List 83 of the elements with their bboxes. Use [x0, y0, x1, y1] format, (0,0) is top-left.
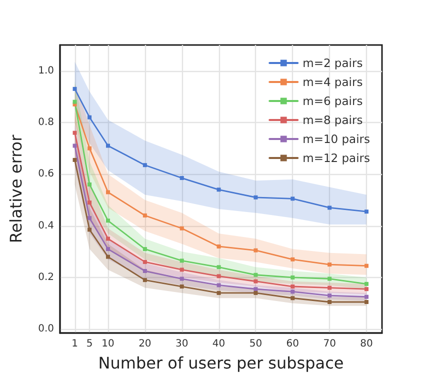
point: [72, 100, 77, 104]
point: [254, 272, 258, 277]
x-tick-label: 70: [323, 338, 336, 350]
point: [254, 195, 258, 200]
point: [290, 275, 295, 280]
point: [216, 290, 221, 295]
point: [290, 196, 295, 201]
point: [88, 115, 92, 120]
y-tick-label: 0.2: [38, 272, 54, 283]
point: [88, 228, 92, 232]
point: [364, 282, 368, 286]
x-tick-label: 10: [102, 338, 114, 350]
point: [364, 210, 368, 214]
point: [180, 268, 184, 272]
point: [216, 244, 221, 248]
y-tick-label: 0.6: [38, 168, 54, 180]
point: [88, 216, 92, 220]
point: [72, 130, 77, 135]
point: [290, 290, 295, 294]
x-tick-label: 60: [286, 338, 300, 350]
point: [328, 276, 332, 281]
legend-label: m=6 pairs: [302, 94, 363, 108]
point: [254, 290, 258, 295]
x-tick-label: 1: [72, 338, 78, 350]
point: [72, 158, 77, 162]
x-tick-label: 30: [175, 338, 188, 350]
point: [216, 265, 221, 270]
point: [364, 300, 368, 304]
x-tick-label: 40: [212, 338, 226, 350]
legend-label: m=2 pairs: [302, 56, 363, 70]
point: [364, 294, 368, 299]
x-tick-label: 80: [360, 338, 373, 350]
point: [328, 206, 332, 210]
point: [142, 260, 147, 264]
point: [180, 176, 184, 180]
point: [106, 247, 110, 252]
point: [106, 236, 110, 241]
point: [142, 278, 147, 282]
point: [88, 200, 92, 205]
y-tick-label: 1.0: [38, 65, 54, 76]
point: [328, 294, 332, 298]
y-tick-label: 0.4: [38, 220, 54, 232]
x-tick-label: 5: [86, 338, 93, 350]
point: [328, 286, 332, 290]
point: [364, 287, 368, 292]
point: [72, 144, 77, 148]
point: [290, 257, 295, 262]
point: [254, 279, 258, 284]
point: [106, 144, 110, 148]
point: [106, 218, 110, 223]
y-tick-label: 0.0: [38, 324, 54, 335]
x-axis-title: Number of users per subspace: [98, 354, 344, 372]
point: [216, 274, 221, 278]
y-tick-label: 0.8: [38, 116, 54, 128]
point: [328, 300, 332, 304]
point: [290, 296, 295, 300]
point: [180, 226, 184, 230]
point: [88, 146, 92, 150]
point: [328, 262, 332, 267]
point: [72, 86, 77, 91]
legend-label: m=8 pairs: [302, 113, 363, 127]
point: [364, 264, 368, 268]
point: [106, 190, 110, 194]
point: [254, 248, 258, 252]
x-tick-label: 50: [249, 338, 262, 350]
point: [142, 269, 147, 274]
legend-label: m=4 pairs: [302, 75, 363, 89]
point: [290, 284, 295, 289]
point: [180, 284, 184, 289]
legend-label: m=12 pairs: [302, 151, 370, 165]
point: [106, 254, 110, 259]
point: [216, 283, 221, 288]
point: [142, 213, 147, 218]
legend-label: m=10 pairs: [302, 132, 370, 146]
point: [142, 163, 147, 168]
point: [216, 188, 221, 192]
x-tick-label: 20: [138, 338, 152, 350]
point: [254, 287, 258, 292]
point: [142, 247, 147, 252]
point: [180, 258, 184, 263]
y-axis-title: Relative error: [6, 134, 26, 244]
point: [180, 276, 184, 281]
point: [88, 182, 92, 186]
